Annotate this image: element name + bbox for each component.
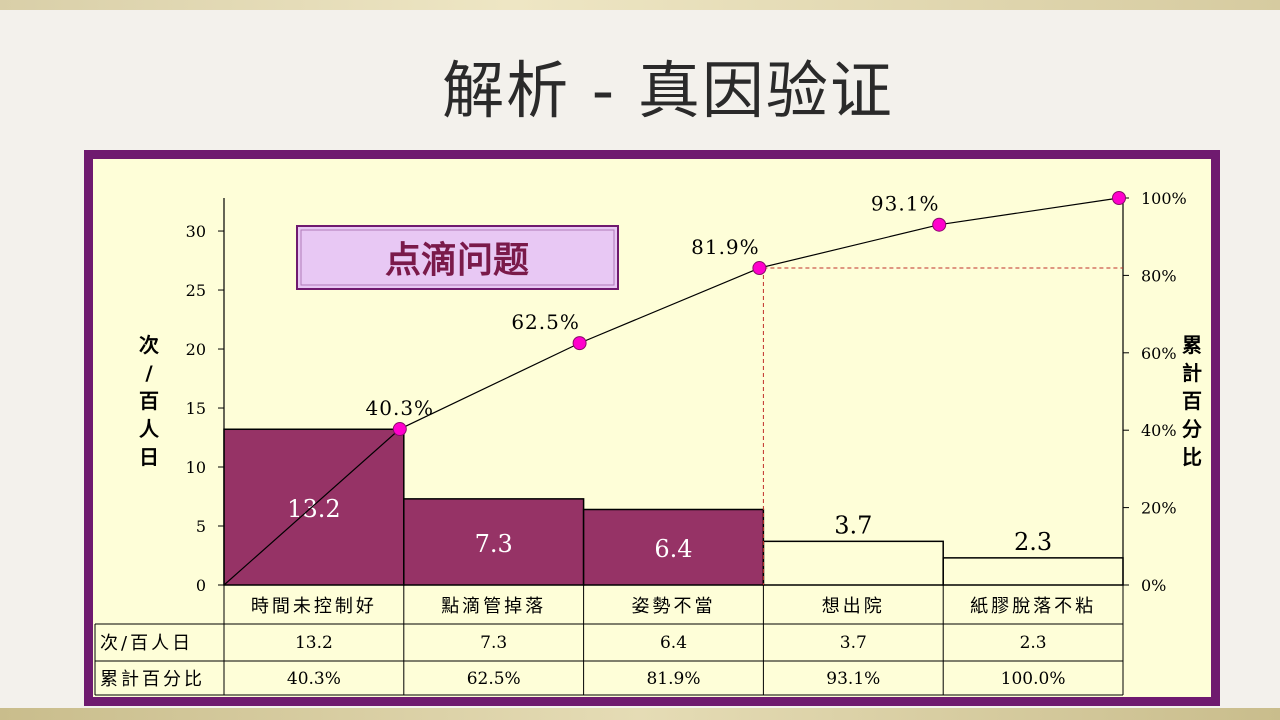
table-cell: 62.5% (467, 669, 521, 689)
table-cell: 13.2 (295, 633, 333, 653)
cumulative-line (223, 197, 1120, 586)
cumulative-marker-4 (932, 217, 947, 232)
y2-tick-label: 0% (1141, 576, 1166, 595)
bar-value-label-5: 2.3 (1014, 528, 1052, 556)
table-cell: 81.9% (646, 669, 700, 689)
cumulative-label-4: 93.1% (871, 192, 940, 216)
y-tick-label: 20 (186, 340, 206, 359)
table-cell: 6.4 (660, 633, 687, 653)
table-cell: 7.3 (480, 633, 507, 653)
y-tick-label: 30 (186, 222, 206, 241)
y-tick-label: 5 (196, 517, 206, 536)
table-cell: 100.0% (1001, 669, 1066, 689)
bottom-decorative-band (0, 708, 1280, 720)
bar-2 (403, 498, 585, 586)
top-decorative-band (0, 0, 1280, 10)
category-label-5: 紙膠脫落不粘 (970, 596, 1096, 617)
chart-title-inner-border (300, 229, 615, 286)
bar-4 (762, 540, 944, 586)
cumulative-marker-5 (1112, 191, 1126, 205)
y2-tick-label: 100% (1141, 189, 1187, 208)
category-label-1: 時間未控制好 (251, 596, 377, 617)
y2-axis-title-char: 分 (1182, 417, 1202, 441)
table-row-label-2: 累計百分比 (100, 669, 205, 690)
y-axis-title-char: 人 (139, 417, 160, 441)
cumulative-marker-1 (392, 422, 407, 437)
cumulative-marker-3 (752, 261, 767, 276)
y2-tick-label: 20% (1141, 499, 1177, 518)
y-axis-title-char: 百 (139, 389, 159, 413)
y2-tick-label: 80% (1141, 266, 1177, 285)
bar-value-label-1: 13.2 (287, 495, 340, 523)
y2-axis-title-char: 計 (1182, 361, 1202, 385)
y-tick-label: 10 (186, 458, 206, 477)
bar-value-label-3: 6.4 (654, 535, 692, 563)
y-axis-title-char: 次 (139, 333, 159, 357)
cumulative-label-3: 81.9% (691, 235, 760, 259)
table-cell: 93.1% (826, 669, 880, 689)
bar-value-label-4: 3.7 (834, 511, 872, 539)
table-cell: 3.7 (840, 633, 867, 653)
y2-tick-label: 60% (1141, 344, 1177, 363)
chart-title: 点滴问题 (385, 240, 529, 281)
y-tick-label: 25 (186, 281, 206, 300)
bar-5 (942, 557, 1124, 586)
cumulative-label-2: 62.5% (511, 310, 580, 334)
y-tick-label: 0 (196, 576, 206, 595)
y2-tick-label: 40% (1141, 421, 1177, 440)
chart-frame (84, 150, 1220, 706)
table-cell: 40.3% (287, 669, 341, 689)
table-cell: 2.3 (1020, 633, 1047, 653)
table-row-label-1: 次/百人日 (100, 633, 193, 654)
category-label-3: 姿勢不當 (632, 596, 716, 617)
y-axis-title-char: / (145, 361, 153, 385)
category-label-4: 想出院 (822, 596, 885, 617)
bar-value-label-2: 7.3 (475, 530, 513, 558)
y2-axis-title-char: 累 (1182, 333, 1202, 357)
cumulative-label-1: 40.3% (366, 396, 435, 420)
y-tick-label: 15 (186, 399, 206, 418)
slide-title: 解析 - 真因验证 (442, 54, 894, 127)
chart-title-box (296, 225, 619, 290)
y2-axis-title-char: 比 (1182, 445, 1202, 469)
category-label-2: 點滴管掉落 (441, 596, 546, 617)
cumulative-marker-2 (572, 336, 587, 351)
y2-axis-title-char: 百 (1182, 389, 1202, 413)
bar-3 (582, 508, 765, 586)
y-axis-title-char: 日 (139, 445, 159, 469)
